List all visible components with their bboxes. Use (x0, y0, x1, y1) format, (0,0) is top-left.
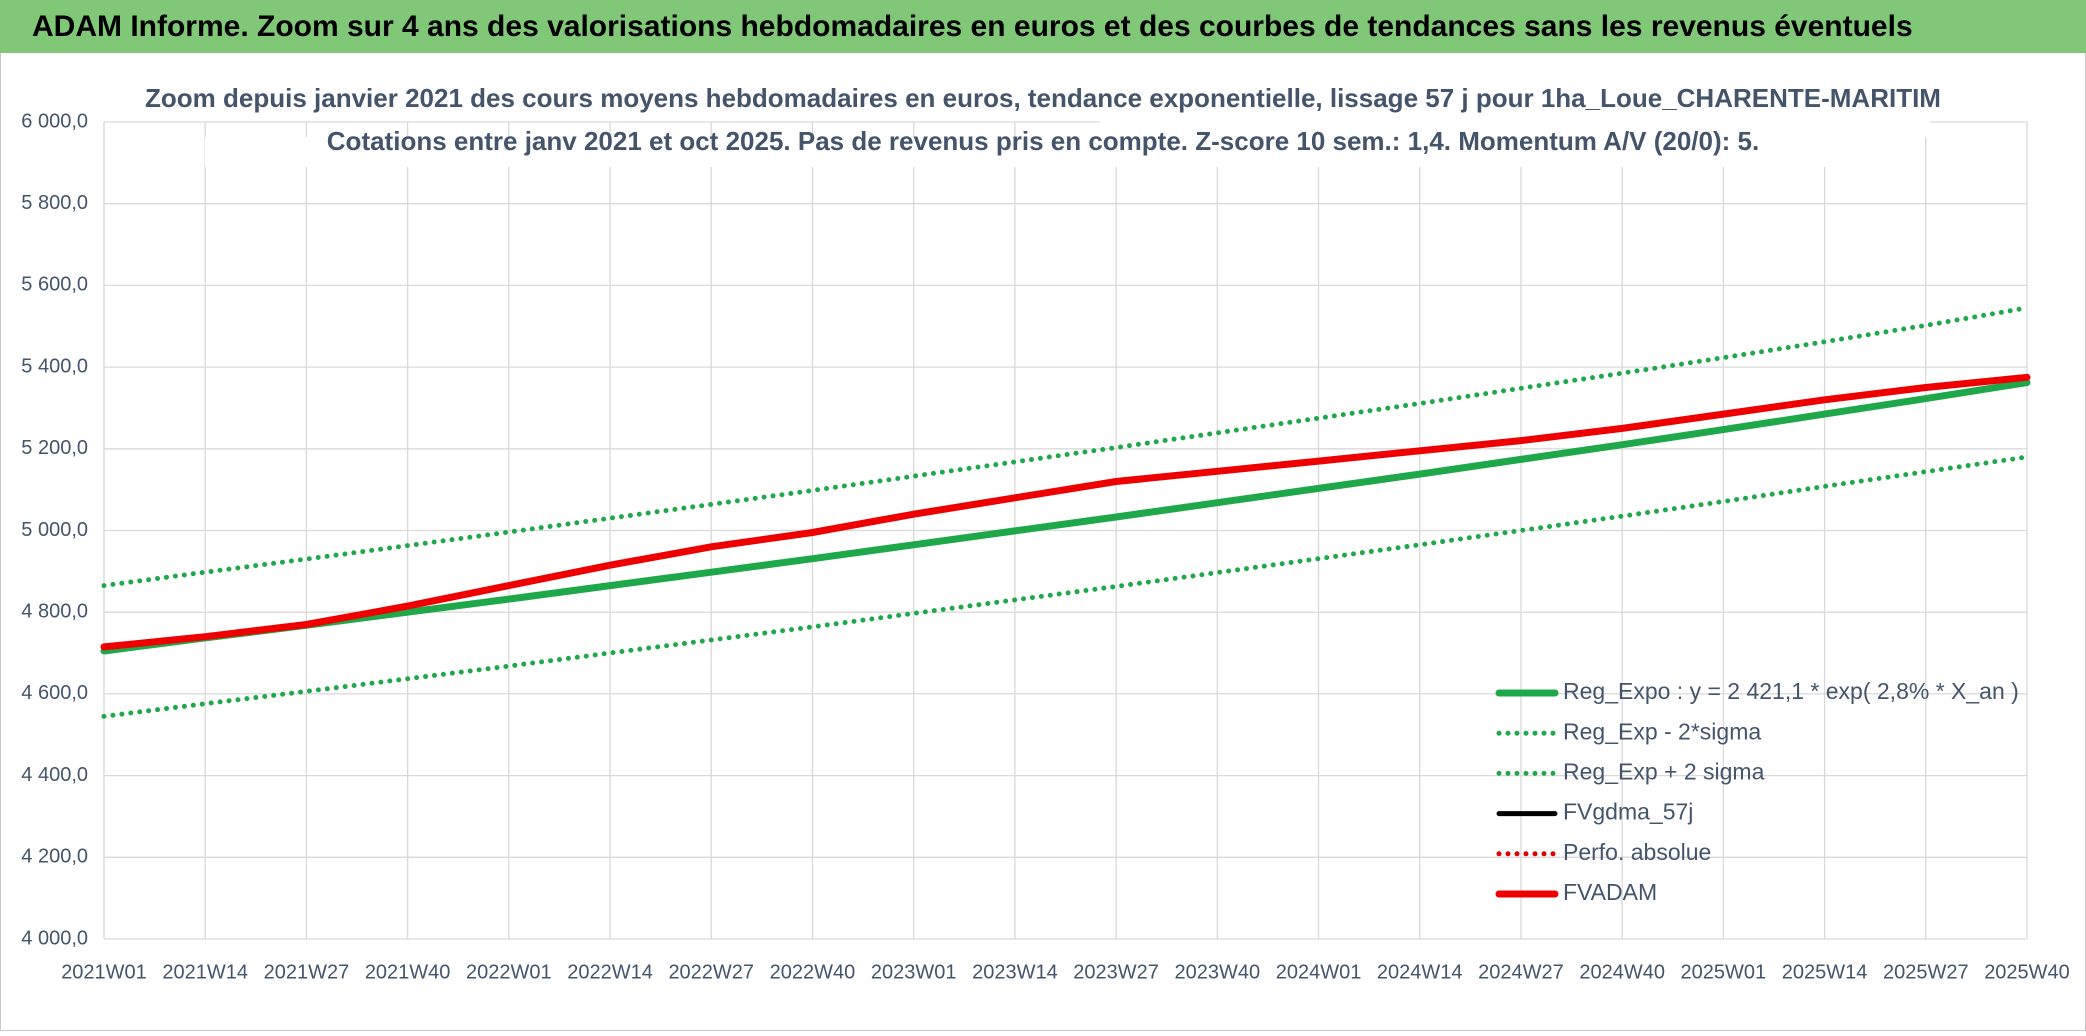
y-tick-label: 4 400,0 (21, 764, 88, 786)
x-tick-label: 2024W40 (1579, 961, 1665, 983)
banner (0, 0, 2086, 53)
y-tick-label: 5 000,0 (21, 519, 88, 541)
x-tick-label: 2023W40 (1175, 961, 1261, 983)
legend-label: Reg_Expo : y = 2 421,1 * exp( 2,8% * X_a… (1563, 678, 2019, 704)
y-tick-label: 5 800,0 (21, 192, 88, 214)
x-tick-label: 2025W27 (1883, 961, 1969, 983)
plot-area (100, 121, 2031, 940)
y-tick-label: 4 800,0 (21, 600, 88, 622)
x-tick-label: 2023W01 (871, 961, 957, 983)
chart-title: Zoom depuis janvier 2021 des cours moyen… (145, 83, 1941, 113)
series-line (100, 379, 2031, 655)
x-tick-label: 2022W40 (770, 961, 856, 983)
legend-label: FVgdma_57j (1563, 799, 1693, 825)
x-tick-label: 2021W14 (162, 961, 248, 983)
x-tick-label: 2021W27 (264, 961, 350, 983)
x-tick-label: 2025W40 (1984, 961, 2070, 983)
y-tick-label: 5 600,0 (21, 274, 88, 296)
y-tick-label: 6 000,0 (21, 110, 88, 132)
x-tick-label: 2021W01 (61, 961, 147, 983)
x-tick-label: 2024W27 (1478, 961, 1564, 983)
y-tick-label: 4 000,0 (21, 927, 88, 949)
legend-label: Reg_Exp - 2*sigma (1563, 718, 1761, 744)
x-tick-label: 2021W40 (365, 961, 451, 983)
y-tick-label: 4 200,0 (21, 846, 88, 868)
series-line (101, 454, 2030, 719)
chart-subtitle: Cotations entre janv 2021 et oct 2025. P… (327, 126, 1759, 156)
series-line (100, 373, 2031, 651)
legend-label: Perfo. absolue (1563, 839, 1711, 865)
legend-label: Reg_Exp + 2 sigma (1563, 758, 1765, 784)
y-tick-label: 5 200,0 (21, 437, 88, 459)
x-tick-label: 2024W14 (1377, 961, 1463, 983)
x-tick-label: 2022W14 (567, 961, 653, 983)
x-tick-label: 2025W01 (1681, 961, 1767, 983)
title-bg (1100, 95, 1930, 137)
x-tick-label: 2022W27 (668, 961, 754, 983)
x-tick-label: 2025W14 (1782, 961, 1868, 983)
subtitle-bg (205, 137, 1830, 167)
y-tick-label: 4 600,0 (21, 682, 88, 704)
banner-title: ADAM Informe. Zoom sur 4 ans des valoris… (32, 10, 1913, 43)
x-tick-label: 2023W14 (972, 961, 1058, 983)
y-tick-label: 5 400,0 (21, 355, 88, 377)
legend-label: FVADAM (1563, 879, 1657, 905)
x-tick-label: 2023W27 (1073, 961, 1159, 983)
x-tick-label: 2024W01 (1276, 961, 1362, 983)
series-line (101, 305, 2030, 589)
x-tick-label: 2022W01 (466, 961, 552, 983)
